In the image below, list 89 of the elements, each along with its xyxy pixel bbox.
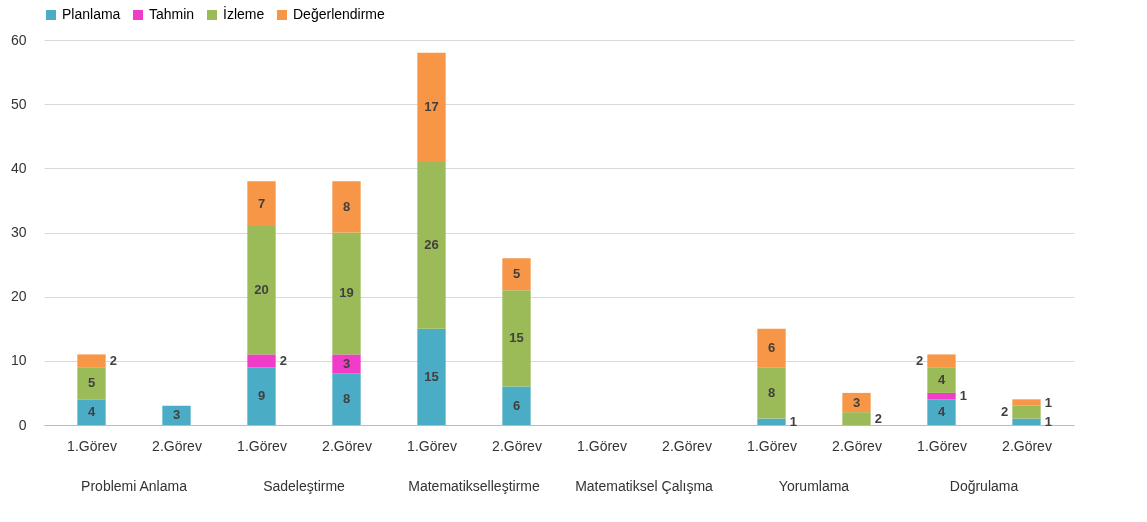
bar [757, 367, 786, 419]
data-label: 3 [852, 394, 861, 410]
data-label: 9 [257, 388, 266, 404]
y-tick-label: 20 [10, 288, 27, 305]
data-label: 1 [1044, 413, 1052, 429]
y-tick-label: 50 [10, 95, 27, 112]
text: Sadeleştirme [263, 478, 346, 494]
data-label: 3 [342, 356, 351, 372]
x-tick-label: 2.Görev [322, 437, 372, 454]
data-label: 26 [424, 237, 439, 253]
data-label: 17 [424, 99, 439, 115]
bar [247, 367, 276, 425]
data-label: 5 [87, 375, 96, 391]
bar [757, 418, 786, 425]
bar [162, 405, 191, 425]
bar [927, 392, 956, 400]
x-tick-label: 1.Görev [747, 437, 797, 454]
legend-label: Değerlendirme [293, 6, 386, 22]
bar [1012, 399, 1041, 406]
data-label: 1 [789, 413, 797, 429]
bar [502, 386, 531, 425]
bar [927, 367, 956, 393]
bar [77, 354, 106, 368]
bar [502, 258, 531, 291]
text: Matematikselleştirme [408, 478, 540, 494]
bar [502, 290, 531, 387]
y-tick-label: 40 [10, 159, 27, 176]
data-label: 19 [339, 285, 354, 301]
data-label: 1 [959, 388, 967, 404]
legend-label: Tahmin [149, 6, 195, 22]
data-label: 4 [87, 404, 96, 420]
bar [247, 181, 276, 227]
data-label: 2 [916, 352, 924, 368]
x-tick-label: 1.Görev [67, 437, 117, 454]
x-tick-label: 2.Görev [152, 437, 202, 454]
bar [247, 354, 276, 368]
data-label: 2 [109, 352, 117, 368]
legend-label: İzleme [223, 5, 265, 22]
bar [417, 328, 446, 425]
data-label: 4 [937, 372, 946, 388]
data-label: 4 [937, 404, 946, 420]
bar [417, 161, 446, 329]
x-tick-label: 1.Görev [577, 437, 627, 454]
y-tick-label: 0 [18, 416, 27, 433]
y-tick-label: 10 [10, 352, 27, 369]
bar [1012, 405, 1041, 419]
text: Problemi Anlama [81, 478, 188, 494]
x-tick-label: 2.Görev [492, 437, 542, 454]
data-label: 7 [257, 195, 266, 211]
bar [332, 181, 361, 233]
data-label: 5 [512, 266, 521, 282]
data-label: 3 [172, 407, 181, 423]
data-label: 6 [767, 340, 776, 355]
y-tick-label: 60 [10, 31, 27, 48]
bar [842, 412, 871, 425]
data-label: 2 [279, 352, 287, 368]
bar [757, 328, 786, 368]
bar [1012, 418, 1041, 425]
x-tick-label: 1.Görev [407, 437, 457, 454]
data-label: 8 [342, 198, 351, 214]
bar [927, 354, 956, 368]
data-label: 2 [1001, 404, 1009, 420]
data-label: 8 [767, 384, 776, 400]
bar [842, 392, 871, 413]
bar [927, 399, 956, 425]
data-label: 15 [424, 368, 439, 384]
x-tick-label: 1.Görev [917, 437, 967, 454]
text: Doğrulama [949, 478, 1019, 494]
data-label: 8 [342, 391, 351, 407]
bar [77, 399, 106, 425]
bar [77, 367, 106, 400]
legend-label: Planlama [62, 6, 121, 22]
x-tick-label: 2.Görev [662, 437, 712, 454]
x-tick-label: 1.Görev [237, 437, 287, 454]
text: Matematiksel Çalışma [575, 478, 714, 494]
data-label: 6 [512, 397, 521, 413]
bar [332, 354, 361, 374]
bar [332, 373, 361, 425]
data-label: 1 [1044, 394, 1052, 410]
x-tick-label: 2.Görev [832, 437, 882, 454]
x-tick-label: 2.Görev [1002, 437, 1052, 454]
bar [417, 52, 446, 162]
data-label: 2 [874, 410, 882, 426]
text: Yorumlama [778, 478, 850, 494]
data-label: 15 [509, 330, 524, 346]
bar [247, 226, 276, 355]
data-label: 20 [254, 282, 269, 298]
bar [332, 232, 361, 355]
y-tick-label: 30 [10, 224, 27, 240]
